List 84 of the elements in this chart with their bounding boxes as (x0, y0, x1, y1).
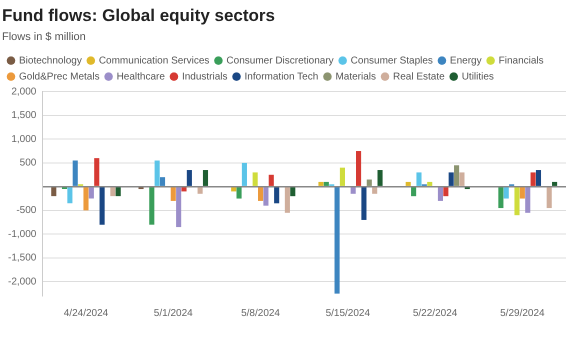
bar (154, 160, 160, 186)
bar (318, 182, 324, 186)
bar (459, 172, 464, 186)
y-tick-label: -1,000 (8, 228, 37, 240)
legend-label: Consumer Discretionary (226, 55, 334, 66)
bar (181, 187, 187, 192)
y-tick-label: -500 (16, 205, 37, 216)
bar (176, 187, 182, 228)
bar (94, 158, 100, 186)
bar (356, 151, 362, 186)
bar (411, 187, 416, 196)
bar (274, 187, 280, 204)
bar (263, 187, 268, 206)
chart-title: Fund flows: Global equity sectors (2, 6, 275, 25)
bar (202, 170, 208, 186)
legend-label: Real Estate (393, 71, 446, 82)
bar (340, 168, 345, 186)
bar (284, 187, 290, 213)
legend-label: Industrials (182, 71, 228, 82)
x-tick-label: 4/24/2024 (64, 308, 109, 319)
bar (242, 162, 247, 186)
y-tick-label: 2,000 (11, 86, 37, 98)
bar (552, 182, 558, 186)
bar (361, 187, 366, 220)
bar (377, 170, 383, 186)
legend-label: Information Tech (244, 71, 318, 82)
chart-subtitle: Flows in $ million (2, 31, 86, 44)
legend-label: Materials (335, 71, 376, 82)
legend-label: Consumer Staples (350, 55, 433, 66)
bar (258, 187, 264, 201)
bar (498, 187, 504, 208)
bar (252, 172, 258, 186)
bar (525, 187, 530, 213)
bar (366, 180, 372, 186)
bar (72, 160, 78, 186)
bar (350, 187, 356, 194)
bar (546, 187, 552, 208)
x-tick-label: 5/22/2024 (412, 308, 458, 319)
bar (231, 187, 236, 192)
bar (116, 187, 121, 196)
bar (186, 170, 192, 186)
y-tick-label: -1,500 (8, 252, 37, 264)
bar (198, 187, 203, 194)
x-tick-label: 5/1/2024 (154, 308, 194, 319)
y-tick-label: 500 (20, 158, 37, 169)
bar (51, 187, 56, 196)
bar (290, 187, 296, 196)
bar (100, 187, 105, 225)
legend-label: Financials (498, 55, 544, 66)
legend-label: Healthcare (116, 71, 166, 82)
bar (438, 187, 444, 201)
legend-label: Energy (450, 55, 482, 66)
legend-label: Gold&Prec Metals (19, 71, 100, 82)
y-tick-label: 1,500 (11, 110, 37, 122)
bar (406, 182, 411, 186)
bar (170, 187, 176, 201)
bar (372, 187, 378, 194)
x-tick-label: 5/8/2024 (241, 308, 280, 319)
bar (504, 187, 509, 199)
x-tick-label: 5/15/2024 (326, 308, 370, 319)
bar (149, 187, 154, 225)
bar (536, 170, 542, 186)
bar (454, 165, 460, 186)
bar (514, 187, 520, 216)
bar (83, 187, 89, 210)
bar (443, 187, 448, 196)
bar (236, 187, 242, 199)
bar (448, 172, 454, 186)
bar (530, 172, 536, 186)
y-tick-label: -2,000 (8, 276, 37, 288)
legend-label: Communication Services (98, 55, 210, 66)
bar (88, 187, 94, 199)
bar (67, 187, 72, 204)
bar (520, 187, 525, 199)
bar (416, 172, 422, 186)
x-tick-label: 5/29/2024 (500, 308, 546, 319)
bar (324, 182, 329, 186)
y-tick-label: 1,000 (11, 134, 37, 145)
bar (427, 182, 432, 186)
legend-label: Biotechnology (19, 55, 82, 66)
legend-label: Utilities (462, 71, 494, 82)
bar (268, 174, 274, 186)
bar (160, 177, 166, 186)
bar (110, 187, 116, 196)
